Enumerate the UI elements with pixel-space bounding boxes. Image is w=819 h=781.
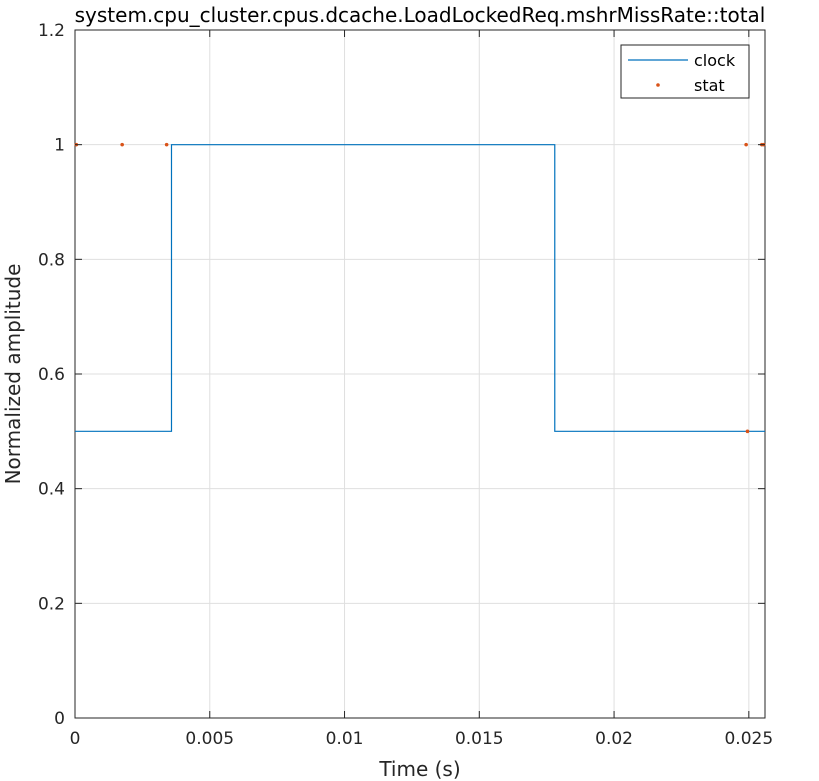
axis-ticks: 0 0.005 0.01 0.015 0.02 0.025 0 0.2 0.4 0.6 0.8 1 1.… xyxy=(38,21,773,749)
y-tick-label: 0 xyxy=(54,709,65,729)
x-tick-label: 0.01 xyxy=(326,729,364,749)
legend-stat-marker-icon xyxy=(656,83,660,87)
series-stat-point xyxy=(744,142,748,147)
series-stat-point xyxy=(120,142,124,147)
series-clock-line xyxy=(75,144,765,432)
x-tick-label: 0.015 xyxy=(455,729,504,749)
x-axis-label: Time (s) xyxy=(378,757,460,781)
legend-box xyxy=(620,44,750,99)
y-tick-label: 0.4 xyxy=(38,480,65,500)
series-stat-point xyxy=(745,429,750,434)
x-tick-label: 0.005 xyxy=(185,729,234,749)
legend: clock stat xyxy=(620,44,750,99)
chart-title: system.cpu_cluster.cpus.dcache.LoadLocke… xyxy=(75,3,766,27)
x-tick-label: 0.025 xyxy=(724,729,773,749)
x-tick-label: 0 xyxy=(70,729,81,749)
y-tick-label: 0.6 xyxy=(38,365,65,385)
plot-area xyxy=(74,142,766,434)
y-tick-label: 1.2 xyxy=(38,21,65,41)
grid xyxy=(74,29,765,719)
y-tick-label: 0.2 xyxy=(38,594,65,614)
series-stat-point xyxy=(164,142,169,147)
legend-label-clock: clock xyxy=(694,51,736,70)
y-tick-label: 1 xyxy=(54,136,65,156)
y-axis-label: Normalized amplitude xyxy=(1,264,25,485)
y-tick-label: 0.8 xyxy=(38,250,65,270)
legend-label-stat: stat xyxy=(694,76,725,95)
x-tick-label: 0.02 xyxy=(595,729,633,749)
